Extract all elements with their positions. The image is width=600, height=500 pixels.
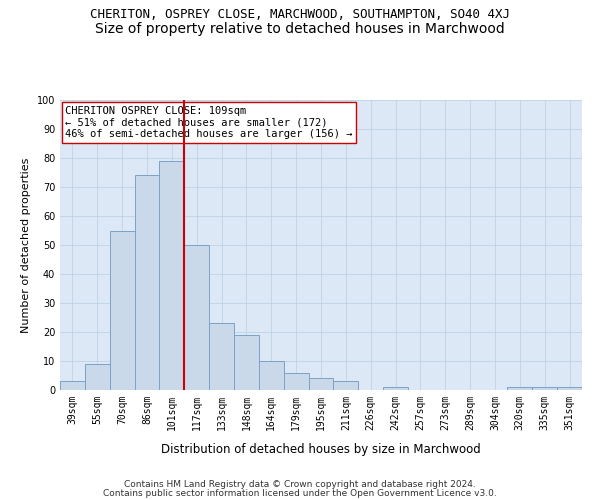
Text: CHERITON, OSPREY CLOSE, MARCHWOOD, SOUTHAMPTON, SO40 4XJ: CHERITON, OSPREY CLOSE, MARCHWOOD, SOUTH… bbox=[90, 8, 510, 20]
Bar bbox=[60, 382, 85, 390]
Bar bbox=[259, 361, 284, 390]
Text: Size of property relative to detached houses in Marchwood: Size of property relative to detached ho… bbox=[95, 22, 505, 36]
Bar bbox=[110, 230, 134, 390]
Y-axis label: Number of detached properties: Number of detached properties bbox=[21, 158, 31, 332]
Bar bbox=[184, 245, 209, 390]
Bar bbox=[134, 176, 160, 390]
Bar bbox=[284, 372, 308, 390]
Bar bbox=[334, 382, 358, 390]
Text: CHERITON OSPREY CLOSE: 109sqm
← 51% of detached houses are smaller (172)
46% of : CHERITON OSPREY CLOSE: 109sqm ← 51% of d… bbox=[65, 106, 353, 139]
Text: Contains HM Land Registry data © Crown copyright and database right 2024.: Contains HM Land Registry data © Crown c… bbox=[124, 480, 476, 489]
Bar bbox=[532, 387, 557, 390]
Bar bbox=[383, 387, 408, 390]
Bar bbox=[85, 364, 110, 390]
Text: Distribution of detached houses by size in Marchwood: Distribution of detached houses by size … bbox=[161, 442, 481, 456]
Bar bbox=[557, 387, 582, 390]
Bar bbox=[234, 335, 259, 390]
Text: Contains public sector information licensed under the Open Government Licence v3: Contains public sector information licen… bbox=[103, 489, 497, 498]
Bar bbox=[209, 324, 234, 390]
Bar bbox=[508, 387, 532, 390]
Bar bbox=[308, 378, 334, 390]
Bar bbox=[160, 161, 184, 390]
